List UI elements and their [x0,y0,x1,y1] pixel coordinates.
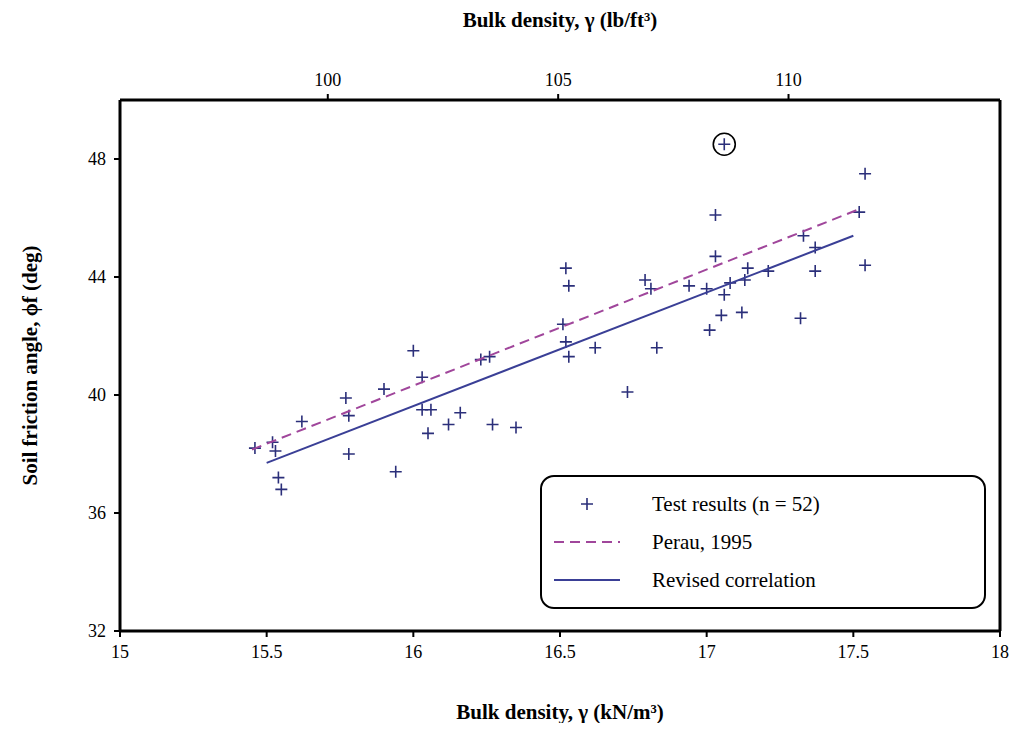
html-text:Perau, 1995: Perau, 1995 [652,529,753,554]
svg-text:16: 16 [404,642,422,662]
svg-text:17.5: 17.5 [838,642,870,662]
svg-text:110: 110 [775,70,801,90]
svg-text:16.5: 16.5 [544,642,576,662]
svg-text:Bulk density, γ (kN/m³): Bulk density, γ (kN/m³) [456,700,664,723]
html-text:Test results (n = 52): Test results (n = 52) [652,491,820,516]
svg-text:44: 44 [88,267,106,287]
svg-text:105: 105 [545,70,572,90]
svg-text:48: 48 [88,149,106,169]
svg-text:100: 100 [314,70,341,90]
svg-text:32: 32 [88,621,106,641]
svg-text:15: 15 [111,642,129,662]
svg-text:40: 40 [88,385,106,405]
svg-text:18: 18 [991,642,1009,662]
svg-text:36: 36 [88,503,106,523]
svg-text:Soil friction angle, ϕf (deg): Soil friction angle, ϕf (deg) [18,246,42,486]
svg-text:Bulk density, γ (lb/ft³): Bulk density, γ (lb/ft³) [463,8,658,32]
html-text:Revised correlation: Revised correlation [652,567,816,592]
svg-text:17: 17 [698,642,716,662]
svg-text:15.5: 15.5 [251,642,283,662]
